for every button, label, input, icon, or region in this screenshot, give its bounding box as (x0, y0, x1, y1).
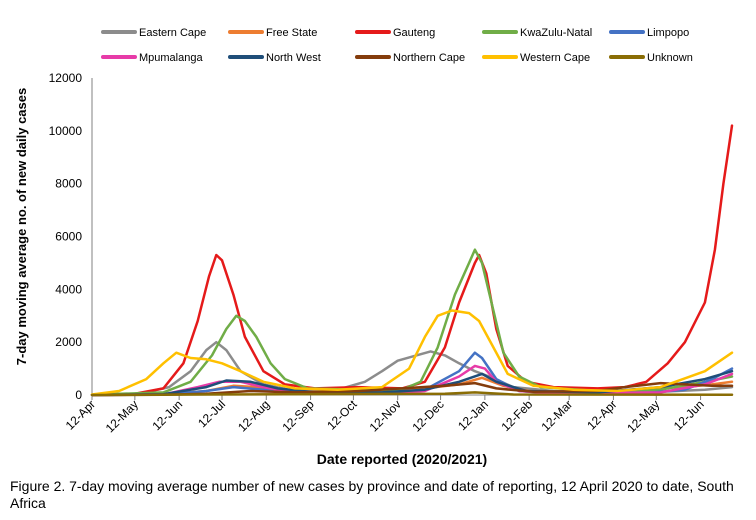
x-tick: 12-Jun (671, 395, 707, 433)
y-tick: 2000 (55, 335, 82, 349)
legend-label: Mpumalanga (139, 52, 203, 64)
x-tick: 12-Aug (235, 395, 272, 434)
y-tick-label: 12000 (49, 71, 83, 85)
series-line-western-cape (90, 309, 734, 396)
x-tick-label: 12-Oct (324, 397, 360, 433)
y-tick-label: 6000 (55, 230, 82, 244)
x-tick-label: 12-Mar (538, 397, 575, 434)
y-axis: 0 2000 4000 6000 8000 10000 12000 (49, 71, 93, 402)
series-line-unknown (90, 391, 734, 397)
x-tick-label: 12-Aug (235, 397, 272, 434)
x-tick-label: 12-Feb (498, 397, 535, 434)
x-tick: 12-Jul (195, 395, 228, 430)
x-tick-label: 12-Apr (63, 397, 98, 432)
line-chart: Eastern Cape Free State Gauteng KwaZulu-Nat… (14, 27, 734, 467)
y-tick-label: 2000 (55, 335, 82, 349)
legend-item-free-state: Free State (228, 27, 317, 39)
x-tick: 12-Apr (584, 395, 620, 433)
legend-label: KwaZulu-Natal (520, 27, 592, 39)
x-tick-label: 12-Nov (367, 397, 404, 434)
series-line-kwazulu-natal (90, 248, 734, 396)
y-axis-label: 7-day moving average no. of new daily ca… (14, 88, 29, 365)
x-tick: 12-Feb (498, 395, 535, 434)
legend-item-unknown: Unknown (609, 52, 693, 64)
x-tick-label: 12-Jul (195, 397, 228, 430)
y-tick: 6000 (55, 230, 82, 244)
legend-label: Limpopo (647, 27, 689, 39)
y-tick-label: 4000 (55, 282, 82, 296)
legend-item-eastern-cape: Eastern Cape (101, 27, 206, 39)
legend-label: Free State (266, 27, 317, 39)
x-tick-label: 12-Dec (409, 397, 446, 434)
figure-caption: Figure 2. 7-day moving average number of… (10, 478, 734, 511)
legend-label: Gauteng (393, 27, 435, 39)
x-axis: 12-Apr 12-May 12-Jun 12-Jul 12-Aug 12-Sep 12-O… (63, 394, 732, 435)
series-line-mpumalanga (90, 364, 734, 397)
series-group (90, 124, 734, 397)
y-tick: 4000 (55, 282, 82, 296)
legend-label: North West (266, 52, 321, 64)
y-tick: 12000 (49, 71, 83, 85)
legend: Eastern Cape Free State Gauteng KwaZulu-Nat… (101, 27, 693, 64)
x-tick: 12-Nov (367, 395, 404, 434)
x-tick: 12-Jan (455, 395, 491, 433)
x-tick-label: 12-May (103, 397, 141, 435)
y-tick: 0 (75, 388, 82, 402)
legend-label: Unknown (647, 52, 693, 64)
y-tick: 8000 (55, 177, 82, 191)
legend-item-northern-cape: Northern Cape (355, 52, 465, 64)
legend-item-western-cape: Western Cape (482, 52, 590, 64)
x-tick-label: 12-Sep (279, 397, 316, 434)
legend-item-limpopo: Limpopo (609, 27, 689, 39)
legend-item-mpumalanga: Mpumalanga (101, 52, 203, 64)
y-tick-label: 10000 (49, 124, 83, 138)
legend-label: Western Cape (520, 52, 590, 64)
y-tick-label: 8000 (55, 177, 82, 191)
x-tick-label: 12-Apr (584, 397, 619, 432)
series-line-gauteng (90, 124, 734, 396)
x-tick-label: 12-Jun (671, 397, 707, 433)
legend-item-kwazulu-natal: KwaZulu-Natal (482, 27, 592, 39)
x-axis-label: Date reported (2020/2021) (317, 451, 487, 467)
x-tick: 12-Oct (324, 395, 360, 433)
y-tick: 10000 (49, 124, 83, 138)
x-tick: 12-May (103, 395, 141, 435)
legend-item-gauteng: Gauteng (355, 27, 435, 39)
x-tick: 12-Dec (409, 395, 447, 434)
x-tick: 12-May (624, 395, 662, 435)
x-tick-label: 12-Jan (455, 397, 491, 433)
x-tick: 12-Jun (149, 395, 185, 433)
x-tick-label: 12-May (624, 397, 662, 435)
x-tick: 12-Mar (538, 395, 575, 434)
legend-label: Northern Cape (393, 52, 465, 64)
legend-label: Eastern Cape (139, 27, 206, 39)
y-tick-label: 0 (75, 388, 82, 402)
x-tick: 12-Sep (279, 395, 317, 434)
legend-item-north-west: North West (228, 52, 321, 64)
x-tick-label: 12-Jun (149, 397, 185, 433)
